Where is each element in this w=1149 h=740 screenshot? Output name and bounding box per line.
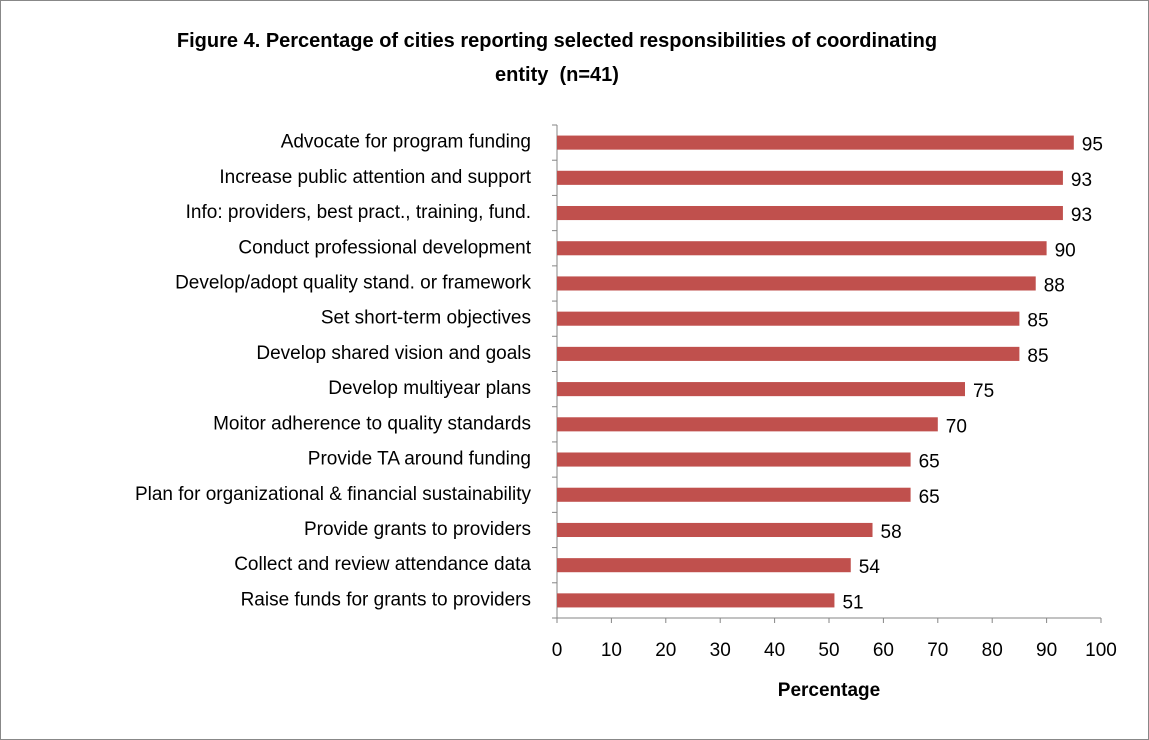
- value-label: 88: [1044, 275, 1065, 296]
- y-tick-label: Provide TA around funding: [308, 449, 531, 470]
- y-tick-label: Provide grants to providers: [304, 519, 531, 540]
- bar: [557, 311, 1020, 326]
- x-tick-label: 0: [552, 640, 563, 661]
- value-label: 75: [973, 381, 994, 402]
- y-tick-label: Advocate for program funding: [281, 132, 531, 153]
- value-label: 51: [842, 592, 863, 613]
- bar: [557, 346, 1020, 361]
- bar: [557, 205, 1063, 221]
- bar: [557, 417, 938, 432]
- x-tick-label: 60: [873, 640, 894, 661]
- y-tick-label: Raise funds for grants to providers: [241, 589, 531, 610]
- y-tick-label: Increase public attention and support: [219, 167, 531, 188]
- value-label: 65: [919, 452, 940, 473]
- y-tick-label: Plan for organizational & financial sust…: [135, 484, 532, 505]
- bar: [557, 170, 1063, 185]
- bar: [557, 452, 911, 467]
- x-tick-label: 70: [927, 640, 948, 661]
- value-label: 85: [1027, 311, 1048, 332]
- value-label: 54: [859, 557, 881, 578]
- bar: [557, 593, 835, 608]
- value-label: 70: [946, 416, 967, 437]
- value-label: 95: [1082, 135, 1103, 156]
- y-tick-label: Info: providers, best pract., training, …: [186, 202, 531, 223]
- y-tick-label: Develop multiyear plans: [328, 378, 531, 399]
- value-label: 65: [919, 487, 940, 508]
- bar: [557, 522, 873, 538]
- value-label: 93: [1071, 170, 1092, 191]
- x-tick-label: 80: [982, 640, 1003, 661]
- y-tick-label: Moitor adherence to quality standards: [213, 413, 531, 434]
- x-tick-label: 20: [655, 640, 676, 661]
- y-tick-label: Set short-term objectives: [321, 308, 531, 329]
- y-tick-label: Collect and review attendance data: [234, 554, 531, 575]
- x-tick-label: 90: [1036, 640, 1057, 661]
- value-label: 93: [1071, 205, 1092, 226]
- x-tick-label: 40: [764, 640, 785, 661]
- bar: [557, 487, 911, 502]
- value-label: 90: [1055, 240, 1076, 261]
- bar: [557, 382, 965, 397]
- chart-title: Figure 4. Percentage of cities reporting…: [176, 30, 943, 86]
- x-tick-label: 100: [1085, 640, 1117, 661]
- bar: [557, 558, 851, 573]
- y-tick-label: Conduct professional development: [238, 237, 531, 258]
- bar: [557, 276, 1036, 291]
- x-tick-label: 30: [710, 640, 731, 661]
- y-tick-label: Develop/adopt quality stand. or framewor…: [175, 272, 531, 293]
- y-tick-label: Develop shared vision and goals: [256, 343, 531, 364]
- bar: [557, 241, 1047, 256]
- value-label: 58: [881, 522, 902, 543]
- x-tick-label: 10: [601, 640, 622, 661]
- x-axis-label: Percentage: [778, 680, 880, 701]
- bar: [557, 135, 1074, 150]
- value-label: 85: [1027, 346, 1048, 367]
- x-tick-label: 50: [818, 640, 839, 661]
